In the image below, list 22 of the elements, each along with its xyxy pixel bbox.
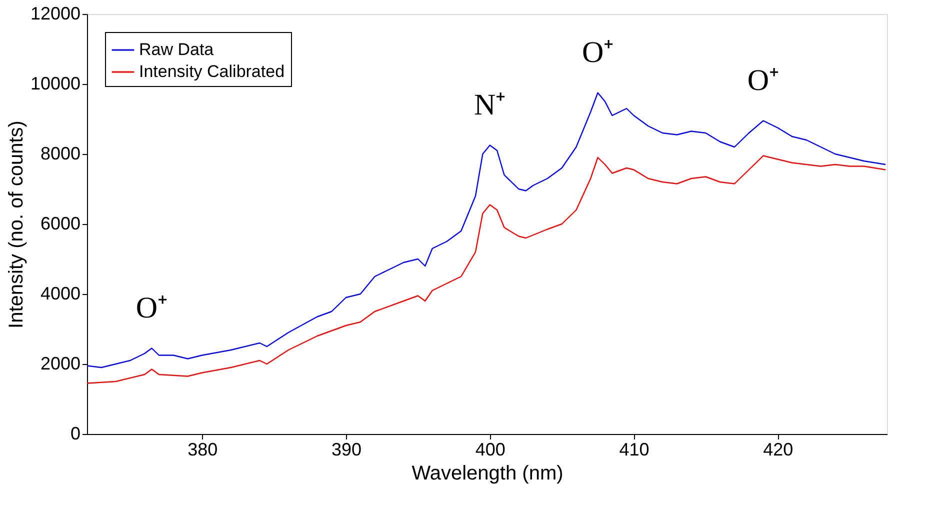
annotation: O⁺ [582, 36, 614, 69]
y-tick-label: 10000 [30, 74, 80, 94]
x-axis-title: Wavelength (nm) [412, 462, 564, 484]
y-tick-label: 4000 [40, 284, 80, 304]
y-tick-label: 8000 [40, 144, 80, 164]
y-tick-label: 2000 [40, 354, 80, 374]
y-tick-label: 0 [70, 424, 80, 444]
line-series [87, 92, 886, 368]
x-tick-label: 400 [475, 440, 506, 460]
y-axis-title: Intensity (no. of counts) [5, 120, 28, 328]
annotation: O⁺ [136, 291, 168, 324]
x-tick-label: 410 [619, 440, 650, 460]
legend-label: Raw Data [139, 40, 214, 59]
annotation: N⁺ [474, 88, 506, 122]
x-tick-label: 380 [188, 440, 218, 460]
y-tick-label: 12000 [30, 4, 80, 24]
x-tick-label: 420 [763, 440, 794, 460]
legend-label: Intensity Calibrated [139, 62, 285, 81]
line-series [87, 155, 886, 384]
y-tick-label: 6000 [40, 214, 80, 234]
annotation: O⁺ [747, 64, 780, 97]
x-tick-label: 390 [331, 440, 362, 460]
